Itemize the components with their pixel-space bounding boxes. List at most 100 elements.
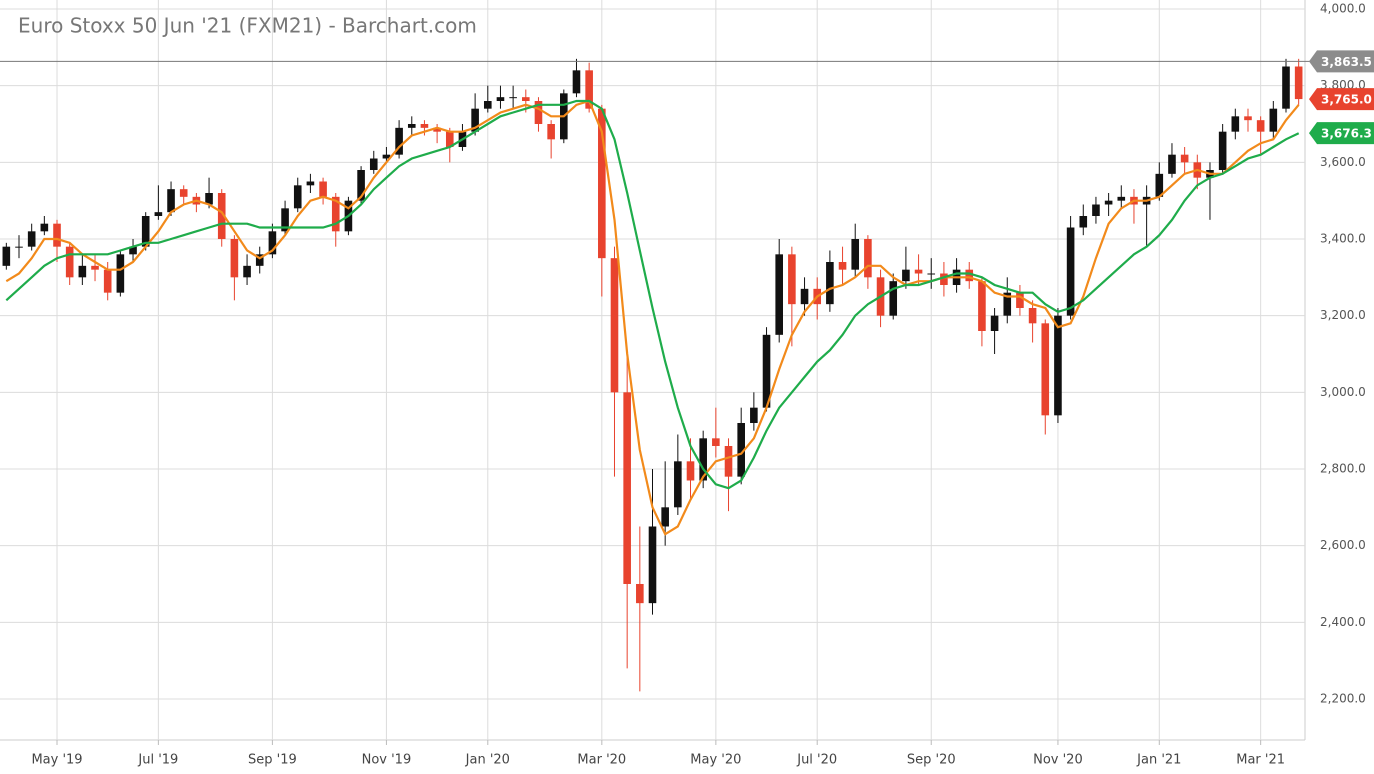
candle-body xyxy=(610,258,619,393)
candle-body xyxy=(1294,66,1303,100)
candle-body xyxy=(623,392,631,584)
candle-body xyxy=(40,223,49,232)
x-tick-label: Jul '19 xyxy=(137,753,178,768)
candle-body xyxy=(864,239,872,278)
candle-body xyxy=(129,246,137,255)
candle-body xyxy=(978,281,986,331)
y-tick-label: 3,000.0 xyxy=(1320,385,1366,399)
candle-body xyxy=(1218,131,1227,171)
y-tick-label: 4,000.0 xyxy=(1320,2,1366,16)
candle-body xyxy=(103,269,112,293)
chart-title: Euro Stoxx 50 Jun '21 (FXM21) - Barchart… xyxy=(18,14,477,38)
moving-average-line xyxy=(5,99,1300,536)
candle-body xyxy=(15,246,23,248)
y-tick-label: 2,200.0 xyxy=(1320,691,1366,705)
price-tag xyxy=(1309,122,1374,145)
candle-body xyxy=(382,154,391,159)
candle-body xyxy=(838,261,847,270)
y-tick-label: 2,400.0 xyxy=(1320,615,1366,629)
candle-body xyxy=(433,127,441,132)
x-tick-label: Mar '21 xyxy=(1236,753,1285,768)
candle-body xyxy=(585,70,593,109)
candle-body xyxy=(395,127,403,155)
x-tick-label: Jan '21 xyxy=(1136,753,1181,768)
candle-body xyxy=(268,231,277,255)
candle-body xyxy=(319,181,327,197)
x-tick-label: Sep '19 xyxy=(248,753,297,768)
x-tick-label: Jul '20 xyxy=(796,753,837,768)
candle-body xyxy=(293,185,302,209)
candle-body xyxy=(851,239,860,270)
candle-body xyxy=(179,189,188,197)
candle-body xyxy=(1054,315,1062,416)
candle-body xyxy=(53,223,61,247)
candle-body xyxy=(648,526,657,604)
candle-body xyxy=(572,70,581,94)
candle-body xyxy=(1003,292,1012,316)
candle-body xyxy=(2,246,11,266)
candle-body xyxy=(547,124,555,140)
price-tag-label: 3,765.0 xyxy=(1321,93,1372,107)
price-tag-label: 3,863.5 xyxy=(1321,55,1372,69)
candle-body xyxy=(1016,292,1024,308)
moving-average-line xyxy=(5,99,1300,490)
candle-body xyxy=(762,334,771,408)
candle-body xyxy=(116,254,125,293)
price-tag xyxy=(1309,88,1374,111)
candle-body xyxy=(1168,154,1176,174)
candle-body xyxy=(724,445,733,477)
candle-body xyxy=(902,269,910,282)
candle-body xyxy=(483,101,492,109)
candle-body xyxy=(712,438,720,446)
candle-body xyxy=(1092,204,1100,217)
candle-body xyxy=(167,189,175,213)
candle-body xyxy=(217,193,226,240)
candle-body xyxy=(141,216,150,247)
candle-body xyxy=(788,254,796,305)
candle-body xyxy=(1231,116,1240,132)
candle-body xyxy=(154,212,163,217)
candle-body xyxy=(65,246,74,278)
y-tick-label: 2,600.0 xyxy=(1320,538,1366,552)
candle-body xyxy=(686,461,695,481)
x-tick-label: May '20 xyxy=(690,753,741,768)
candle-body xyxy=(369,158,378,171)
candle-body xyxy=(205,193,213,205)
y-tick-label: 3,600.0 xyxy=(1320,155,1366,169)
candle-body xyxy=(230,239,239,278)
candle-body xyxy=(927,273,936,275)
candle-body xyxy=(255,254,264,266)
candle-body xyxy=(1180,154,1189,163)
candle-body xyxy=(534,101,543,125)
x-tick-label: Mar '20 xyxy=(577,753,626,768)
candle-body xyxy=(496,97,505,102)
candle-body xyxy=(509,97,517,99)
x-tick-label: Jan '20 xyxy=(465,753,510,768)
candle-body xyxy=(965,269,974,282)
y-tick-label: 3,400.0 xyxy=(1320,232,1366,246)
candle-body xyxy=(1066,227,1075,316)
candle-body xyxy=(331,196,340,232)
candle-body xyxy=(445,131,454,148)
candle-body xyxy=(1079,216,1088,228)
candle-body xyxy=(598,108,606,259)
candle-body xyxy=(471,108,479,132)
candle-body xyxy=(1244,116,1252,121)
candle-body xyxy=(357,170,365,201)
candle-body xyxy=(420,124,429,128)
y-tick-label: 2,800.0 xyxy=(1320,461,1366,475)
candle-body xyxy=(800,288,809,305)
candle-body xyxy=(27,231,36,247)
x-tick-label: Nov '19 xyxy=(362,753,412,768)
candle-body xyxy=(636,583,644,604)
candle-body xyxy=(1269,108,1278,132)
x-tick-label: Nov '20 xyxy=(1033,753,1083,768)
candle-body xyxy=(889,281,898,316)
candle-body xyxy=(91,265,99,270)
candle-body xyxy=(1104,200,1113,205)
y-tick-label: 3,200.0 xyxy=(1320,308,1366,322)
candle-body xyxy=(1155,173,1164,197)
candle-body xyxy=(990,315,999,331)
candle-body xyxy=(674,461,682,508)
